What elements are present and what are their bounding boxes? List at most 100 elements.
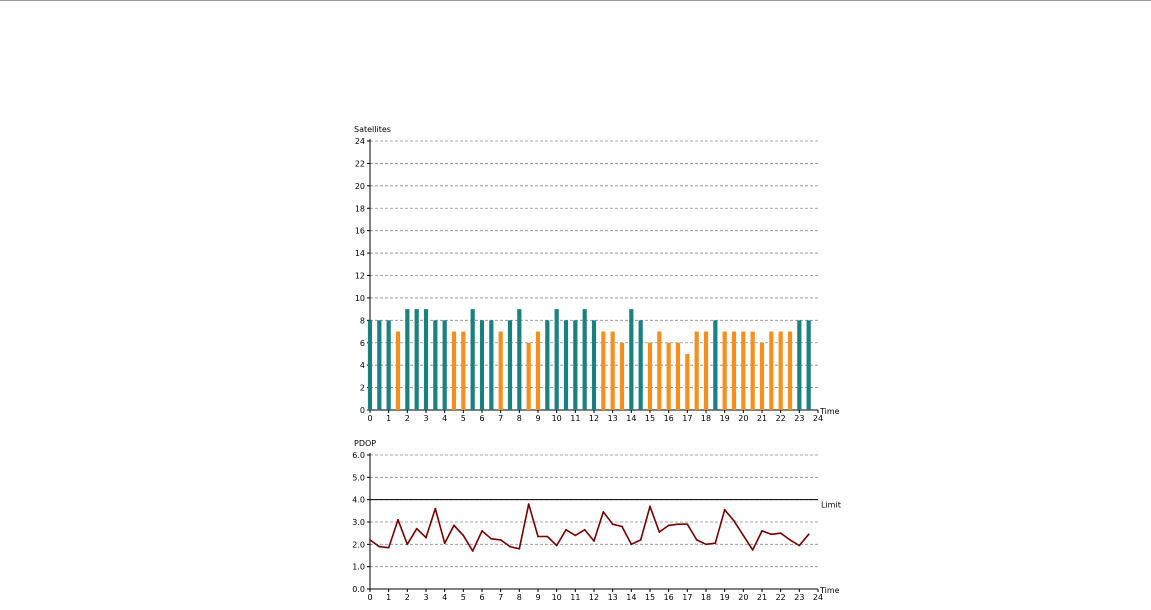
satellite-count-bar (722, 331, 727, 410)
pdop-x-tick-label: 1 (386, 593, 391, 602)
satellite-count-bar (535, 331, 541, 410)
pdop-data-point (434, 507, 437, 510)
satellite-count-bar (787, 331, 793, 410)
pdop-data-point (639, 538, 642, 541)
pdop-y-tick-label: 4.0 (352, 496, 365, 505)
pdop-data-point (537, 535, 539, 538)
satellites-x-tick-label: 20 (738, 414, 748, 423)
pdop-x-tick-label: 12 (589, 593, 599, 602)
top-border (0, 0, 1151, 1)
satellite-count-bar (582, 309, 587, 410)
pdop-data-point (527, 503, 530, 506)
satellite-count-bar (731, 331, 737, 410)
satellites-y-tick-label: 14 (355, 249, 365, 258)
pdop-data-point (751, 549, 754, 551)
satellites-x-tick-label: 3 (423, 414, 428, 423)
pdop-data-point (406, 543, 409, 546)
pdop-data-point (686, 523, 689, 526)
satellites-x-tick-label: 19 (720, 414, 730, 423)
pdop-x-tick-label: 21 (757, 593, 767, 602)
satellite-count-bar (675, 342, 681, 410)
satellite-count-bar (591, 320, 597, 410)
satellites-x-axis-title: Time (819, 407, 840, 416)
satellites-x-tick-label: 18 (701, 414, 711, 423)
satellite-count-bar (470, 309, 475, 410)
pdop-x-tick-label: 6 (479, 593, 484, 602)
satellite-count-bar (517, 309, 522, 410)
pdop-data-point (518, 547, 521, 550)
pdop-data-point (443, 542, 446, 545)
satellite-count-bar (554, 309, 559, 410)
satellite-count-bar (806, 320, 811, 410)
satellite-count-bar (629, 309, 634, 410)
pdop-x-tick-label: 13 (608, 593, 618, 602)
pdop-data-point (471, 550, 474, 552)
satellite-count-bar (545, 320, 550, 410)
satellites-x-tick-label: 10 (552, 414, 562, 423)
satellites-x-tick-label: 0 (367, 414, 372, 423)
satellite-count-bar (694, 331, 699, 410)
satellite-count-bar (423, 309, 429, 410)
satellites-y-tick-label: 22 (355, 159, 365, 168)
pdop-data-point (369, 538, 371, 541)
satellites-x-tick-label: 22 (776, 414, 786, 423)
satellites-x-tick-label: 15 (645, 414, 655, 423)
satellite-count-bar (386, 320, 391, 410)
satellite-count-bar (442, 320, 447, 410)
satellites-x-tick-label: 2 (405, 414, 410, 423)
pdop-y-axis-title: PDOP (354, 439, 376, 448)
satellite-count-bar (619, 342, 625, 410)
satellite-count-bar (377, 320, 382, 410)
pdop-x-tick-label: 17 (682, 593, 692, 602)
pdop-data-point (658, 531, 661, 533)
satellites-y-tick-label: 4 (360, 361, 365, 370)
satellite-count-bar (461, 331, 466, 410)
pdop-data-point (779, 532, 782, 535)
satellite-count-bar (703, 331, 709, 410)
satellites-x-tick-label: 12 (589, 414, 599, 423)
satellites-x-tick-label: 8 (517, 414, 522, 423)
pdop-x-tick-label: 0 (367, 593, 372, 602)
pdop-x-tick-label: 4 (442, 593, 447, 602)
satellites-y-tick-label: 20 (355, 182, 365, 191)
pdop-data-point (742, 534, 745, 537)
pdop-data-point (667, 524, 670, 527)
satellites-x-tick-label: 5 (461, 414, 466, 423)
pdop-data-point (397, 518, 399, 521)
satellites-x-tick-label: 16 (664, 414, 674, 423)
pdop-chart: 0.01.02.03.04.05.06.00 1 2 3 4 5 6 7 8 9 10 11 12 13 1… (352, 439, 841, 602)
satellite-count-bar (778, 331, 783, 410)
pdop-x-tick-label: 18 (701, 593, 711, 602)
pdop-data-point (378, 545, 381, 548)
satellite-count-bar (610, 331, 615, 410)
satellite-count-bar (685, 353, 690, 410)
pdop-data-point (555, 544, 558, 547)
satellites-y-tick-label: 2 (360, 384, 365, 393)
pdop-data-point (499, 538, 502, 541)
satellite-count-bar (498, 331, 503, 410)
pdop-data-point (593, 540, 595, 542)
pdop-limit-label: Limit (821, 501, 841, 510)
satellite-count-bar (573, 320, 578, 410)
satellite-count-bar (563, 320, 569, 410)
pdop-y-tick-label: 5.0 (352, 473, 365, 482)
pdop-x-tick-label: 14 (626, 593, 636, 602)
satellites-y-tick-label: 16 (355, 227, 365, 236)
satellites-y-axis-title: Satellites (354, 125, 391, 134)
pdop-x-tick-label: 2 (405, 593, 410, 602)
satellites-y-tick-label: 18 (355, 204, 365, 213)
pdop-x-tick-label: 16 (664, 593, 674, 602)
satellite-count-bar (367, 320, 373, 410)
satellite-count-bar (769, 331, 774, 410)
pdop-data-point (425, 536, 427, 539)
satellites-x-tick-label: 4 (442, 414, 447, 423)
satellite-count-bar (489, 320, 494, 410)
pdop-data-point (807, 533, 810, 536)
pdop-y-tick-label: 1.0 (352, 563, 365, 572)
pdop-x-tick-label: 23 (794, 593, 804, 602)
satellites-x-tick-label: 23 (794, 414, 804, 423)
satellite-count-bar (479, 320, 485, 410)
pdop-data-point (770, 533, 773, 536)
pdop-data-point (714, 542, 717, 545)
